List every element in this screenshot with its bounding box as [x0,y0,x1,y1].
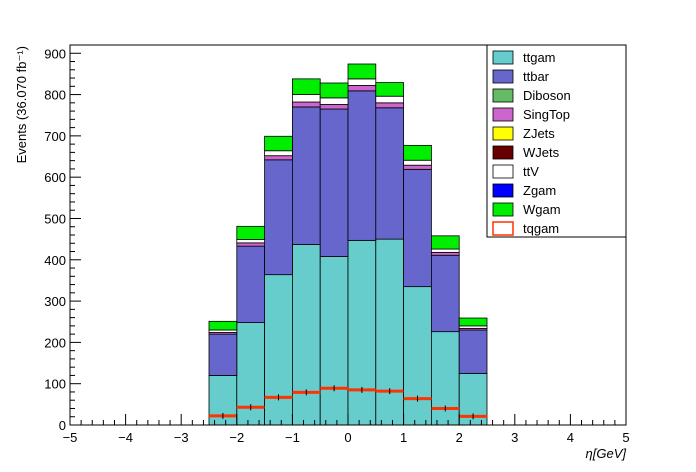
bar-singtop-bin-5 [347,85,377,92]
bar-ttbar-bin-4 [319,108,349,257]
legend-swatch-diboson [492,88,514,103]
y-tick-label: 700 [44,129,66,144]
legend-swatch-tqgam [492,221,514,236]
bar-wgam-bin-9 [458,317,488,327]
legend-label-wjets: WJets [523,145,560,160]
bar-ttv-bin-5 [347,78,377,86]
legend-label-zjets: ZJets [523,126,555,141]
bar-singtop-bin-1 [236,242,266,247]
y-axis-label: Events (36.070 fb⁻¹) [14,46,29,163]
y-axis-ticks: 0 100 200 300 400 500 600 700 800 900 [44,44,81,433]
bar-ttbar-bin-7 [403,168,432,288]
bar-ttbar-bin-2 [264,159,293,276]
y-tick-label: 500 [44,211,66,226]
bar-ttgam-bin-7 [403,286,432,426]
bar-ttgam-bin-4 [319,256,349,426]
x-tick-label: −3 [174,430,189,445]
x-tick-label: −5 [63,430,78,445]
bar-singtop-bin-4 [319,104,349,110]
bar-wgam-bin-6 [375,82,404,97]
bar-ttv-bin-8 [430,248,460,253]
bar-ttbar-bin-0 [208,333,238,376]
bar-ttv-bin-2 [264,150,293,157]
bar-wgam-bin-1 [236,225,266,240]
bar-ttgam-bin-2 [264,274,293,426]
y-tick-label: 0 [59,418,66,433]
bar-ttbar-bin-5 [347,90,377,241]
legend-label-singtop: SingTop [523,107,570,122]
legend-label-ttbar: ttbar [523,69,550,84]
bar-ttv-bin-3 [291,94,321,103]
x-tick-label: 4 [567,430,574,445]
legend-swatch-wjets [492,145,514,160]
tqgam-signal-line [209,385,487,420]
bar-ttv-bin-7 [403,159,432,166]
bar-ttv-bin-6 [375,95,404,104]
bar-ttgam-bin-6 [375,238,404,426]
x-tick-label: −4 [118,430,133,445]
x-tick-label: 2 [456,430,463,445]
bar-ttbar-bin-6 [375,107,404,240]
legend-label-wgam: Wgam [523,202,561,217]
bar-wgam-bin-0 [208,320,238,331]
legend-label-ttgam: ttgam [523,50,556,65]
bar-wgam-bin-7 [403,144,432,161]
legend-swatch-wgam [492,202,514,217]
x-tick-label: −2 [229,430,244,445]
y-tick-label: 600 [44,170,66,185]
bar-singtop-bin-7 [403,164,432,170]
y-tick-label: 100 [44,377,66,392]
x-tick-label: −1 [285,430,300,445]
y-tick-label: 900 [44,46,66,61]
bar-singtop-bin-3 [291,101,321,108]
y-tick-label: 300 [44,294,66,309]
y-tick-label: 800 [44,88,66,103]
bar-ttbar-bin-8 [430,254,460,333]
x-tick-label: 5 [622,430,629,445]
bar-wgam-bin-2 [264,135,293,152]
legend-label-zgam: Zgam [523,183,556,198]
bar-singtop-bin-8 [430,251,460,256]
bar-wgam-bin-8 [430,235,460,250]
bar-singtop-bin-2 [264,155,293,161]
histogram-bars [208,63,488,426]
legend-swatch-ttgam [492,50,514,65]
bar-ttbar-bin-9 [458,329,488,374]
legend-swatch-zjets [492,126,514,141]
x-axis-label: η[GeV] [586,446,627,461]
x-tick-label: 3 [511,430,518,445]
legend-swatch-ttbar [492,69,514,84]
y-tick-label: 400 [44,253,66,268]
bar-wgam-bin-3 [291,78,321,95]
legend-swatch-ttv [492,164,514,179]
legend-swatch-zgam [492,183,514,198]
bar-wgam-bin-4 [319,82,349,99]
bar-ttv-bin-1 [236,239,266,244]
bar-ttv-bin-4 [319,97,349,105]
bar-singtop-bin-6 [375,102,404,109]
legend-label-ttv: ttV [523,164,539,179]
bar-wgam-bin-5 [347,63,377,80]
legend-swatch-singtop [492,107,514,122]
y-tick-label: 200 [44,335,66,350]
bar-ttgam-bin-3 [291,244,321,426]
legend-label-diboson: Diboson [523,88,571,103]
x-tick-label: 1 [400,430,407,445]
legend: ttgam ttbar Diboson SingTop ZJets WJets ttV Zga… [486,44,627,238]
x-axis-ticks: −5 −4 −3 −2 −1 0 1 2 3 4 5 [63,414,630,445]
legend-label-tqgam: tqgam [523,221,559,236]
bar-ttbar-bin-3 [291,106,321,245]
x-tick-label: 0 [344,430,351,445]
bar-ttbar-bin-1 [236,245,266,323]
bar-ttgam-bin-5 [347,239,377,426]
